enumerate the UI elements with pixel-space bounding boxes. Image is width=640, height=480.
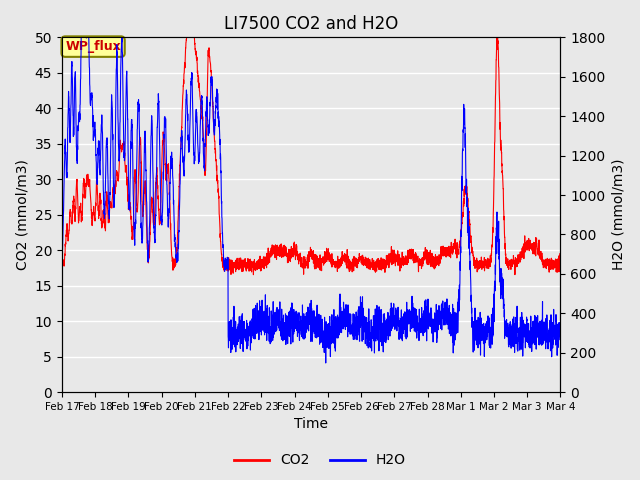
H2O xyxy=(547,312,555,318)
CO2 xyxy=(547,261,555,267)
CO2 xyxy=(186,20,193,26)
H2O xyxy=(115,158,123,164)
H2O xyxy=(271,311,278,316)
Y-axis label: CO2 (mmol/m3): CO2 (mmol/m3) xyxy=(15,159,29,270)
CO2 xyxy=(250,263,257,269)
CO2 xyxy=(493,34,501,40)
Line: CO2: CO2 xyxy=(62,23,561,275)
H2O xyxy=(557,324,564,330)
CO2 xyxy=(115,170,123,176)
CO2 xyxy=(58,260,66,266)
Title: LI7500 CO2 and H2O: LI7500 CO2 and H2O xyxy=(224,15,398,33)
H2O xyxy=(250,335,257,340)
H2O xyxy=(58,255,66,261)
Line: H2O: H2O xyxy=(62,37,561,363)
CO2 xyxy=(145,260,152,266)
H2O xyxy=(493,226,501,231)
CO2 xyxy=(250,272,257,277)
Legend: CO2, H2O: CO2, H2O xyxy=(228,448,412,473)
CO2 xyxy=(271,255,279,261)
Text: WP_flux: WP_flux xyxy=(65,40,121,53)
H2O xyxy=(77,35,85,40)
X-axis label: Time: Time xyxy=(294,418,328,432)
Y-axis label: H2O (mmol/m3): H2O (mmol/m3) xyxy=(611,159,625,270)
H2O xyxy=(145,256,152,262)
H2O xyxy=(322,360,330,366)
CO2 xyxy=(557,264,564,270)
